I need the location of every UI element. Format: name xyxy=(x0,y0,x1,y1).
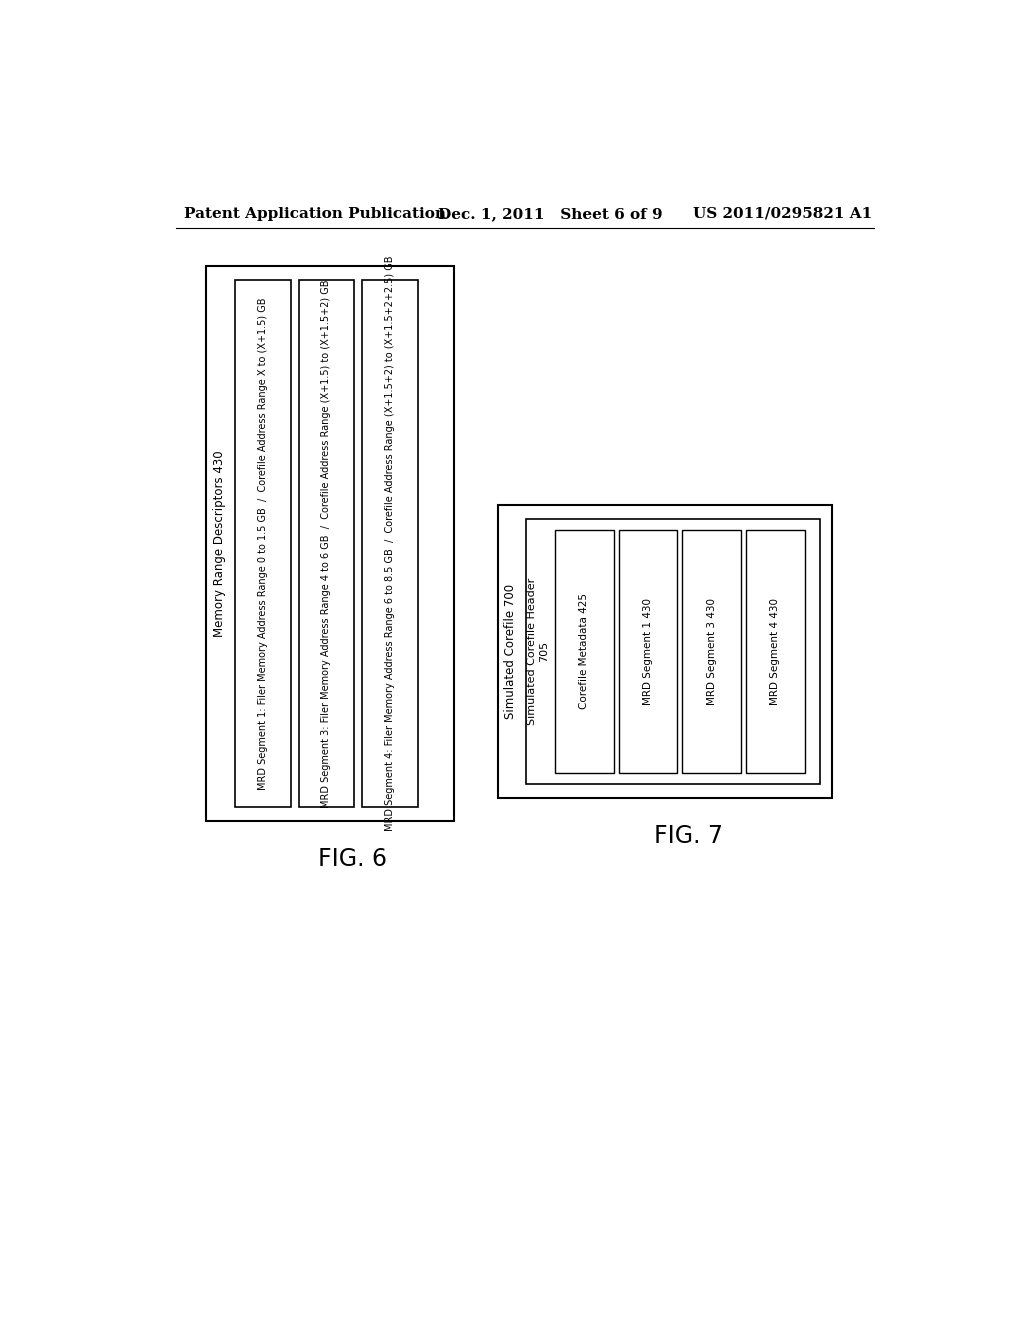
Bar xyxy=(362,280,418,807)
Bar xyxy=(555,529,614,774)
Text: MRD Segment 1 430: MRD Segment 1 430 xyxy=(643,598,653,705)
Text: MRD Segment 3: Filer Memory Address Range 4 to 6 GB  /  Corefile Address Range (: MRD Segment 3: Filer Memory Address Rang… xyxy=(322,279,332,808)
Bar xyxy=(682,529,741,774)
Text: MRD Segment 1: Filer Memory Address Range 0 to 1.5 GB  /  Corefile Address Range: MRD Segment 1: Filer Memory Address Rang… xyxy=(258,297,268,789)
Bar xyxy=(499,506,831,797)
Text: FIG. 7: FIG. 7 xyxy=(654,824,723,847)
Bar xyxy=(299,280,354,807)
Bar xyxy=(525,519,820,784)
Text: Simulated Corefile Header
705: Simulated Corefile Header 705 xyxy=(527,578,549,725)
Text: MRD Segment 4: Filer Memory Address Range 6 to 8.5 GB  /  Corefile Address Range: MRD Segment 4: Filer Memory Address Rang… xyxy=(385,256,395,832)
Text: Memory Range Descriptors 430: Memory Range Descriptors 430 xyxy=(213,450,226,636)
Bar xyxy=(234,280,291,807)
Text: US 2011/0295821 A1: US 2011/0295821 A1 xyxy=(693,207,872,220)
Text: Patent Application Publication: Patent Application Publication xyxy=(183,207,445,220)
Text: Corefile Metadata 425: Corefile Metadata 425 xyxy=(580,593,590,709)
Text: Simulated Corefile 700: Simulated Corefile 700 xyxy=(505,583,517,719)
Bar xyxy=(618,529,678,774)
Text: Dec. 1, 2011   Sheet 6 of 9: Dec. 1, 2011 Sheet 6 of 9 xyxy=(438,207,663,220)
Text: MRD Segment 4 430: MRD Segment 4 430 xyxy=(770,598,780,705)
Text: MRD Segment 3 430: MRD Segment 3 430 xyxy=(707,598,717,705)
Text: FIG. 6: FIG. 6 xyxy=(318,847,387,871)
Bar xyxy=(745,529,805,774)
Bar xyxy=(206,267,454,821)
